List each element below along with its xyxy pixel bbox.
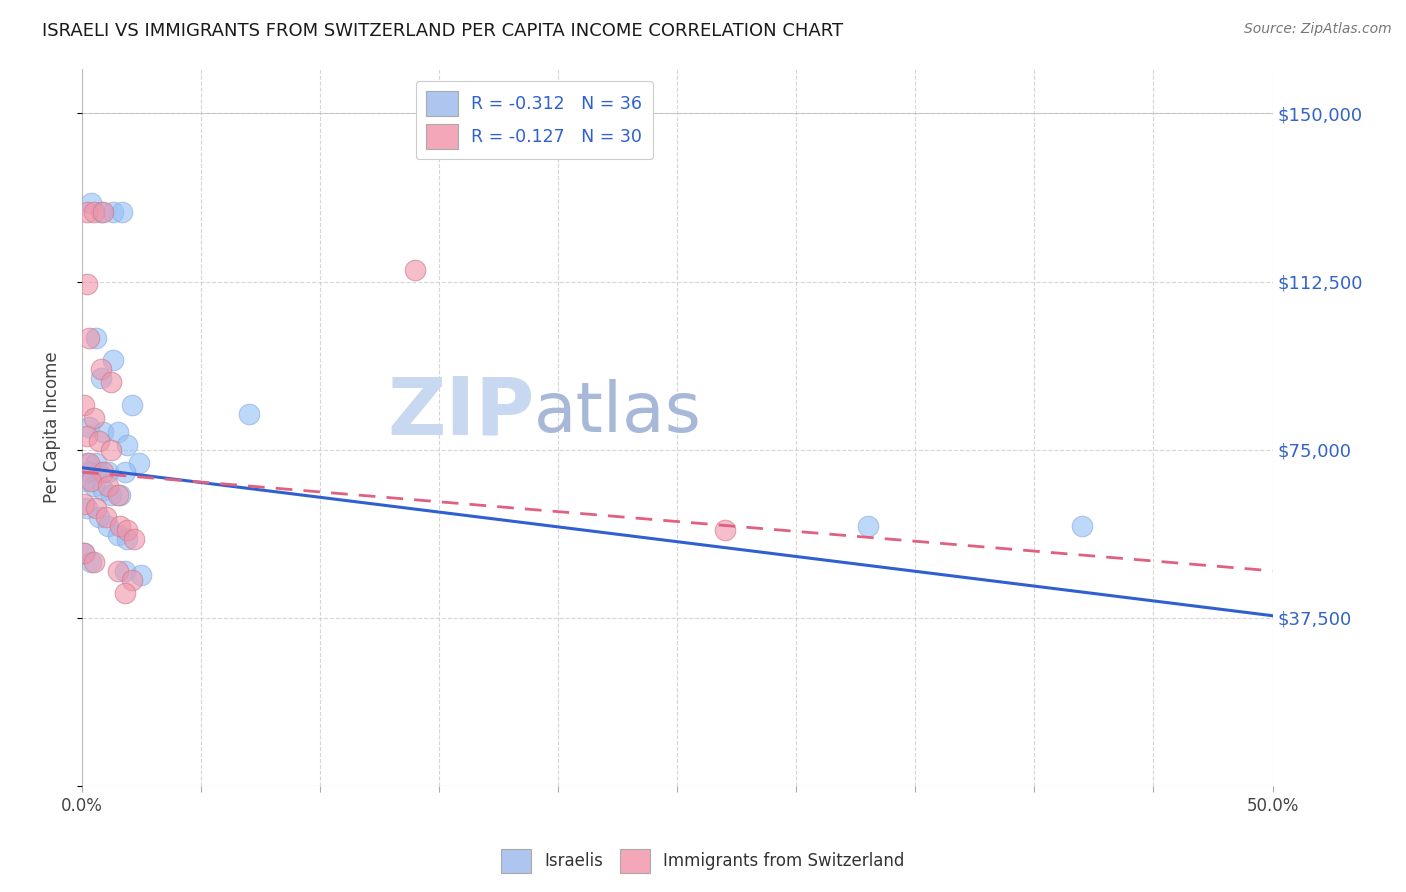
Point: [714, 524, 737, 538]
Point: [80, 196, 103, 211]
Point: [107, 528, 129, 542]
Point: [80, 474, 103, 488]
Point: [100, 376, 122, 390]
Point: [73, 497, 96, 511]
Point: [108, 519, 131, 533]
Point: [114, 564, 136, 578]
Point: [107, 564, 129, 578]
Point: [80, 555, 103, 569]
Point: [76, 429, 98, 443]
Point: [90, 362, 112, 376]
Point: [83, 478, 105, 492]
Point: [101, 353, 124, 368]
Point: [83, 411, 105, 425]
Point: [87, 510, 110, 524]
Legend: R = -0.312   N = 36, R = -0.127   N = 30: R = -0.312 N = 36, R = -0.127 N = 30: [416, 81, 652, 160]
Text: ISRAELI VS IMMIGRANTS FROM SWITZERLAND PER CAPITA INCOME CORRELATION CHART: ISRAELI VS IMMIGRANTS FROM SWITZERLAND P…: [42, 22, 844, 40]
Point: [108, 487, 131, 501]
Point: [93, 425, 115, 439]
Point: [87, 434, 110, 448]
Point: [114, 465, 136, 479]
Point: [94, 510, 117, 524]
Text: atlas: atlas: [534, 379, 702, 447]
Point: [77, 420, 100, 434]
Point: [73, 546, 96, 560]
Point: [121, 398, 143, 412]
Point: [101, 205, 124, 219]
Point: [84, 501, 107, 516]
Point: [90, 371, 112, 385]
Point: [77, 456, 100, 470]
Point: [131, 568, 153, 582]
Point: [97, 519, 120, 533]
Point: [73, 546, 96, 560]
Point: [124, 533, 146, 547]
Point: [115, 533, 138, 547]
Text: ZIP: ZIP: [387, 374, 534, 452]
Point: [77, 331, 100, 345]
Point: [84, 456, 107, 470]
Point: [93, 465, 115, 479]
Point: [100, 487, 122, 501]
Text: Source: ZipAtlas.com: Source: ZipAtlas.com: [1244, 22, 1392, 37]
Point: [83, 205, 105, 219]
Point: [90, 205, 112, 219]
Point: [107, 487, 129, 501]
Point: [76, 456, 98, 470]
Point: [76, 501, 98, 516]
Point: [404, 263, 426, 277]
Point: [84, 331, 107, 345]
Point: [856, 519, 879, 533]
Point: [93, 483, 115, 497]
Legend: Israelis, Immigrants from Switzerland: Israelis, Immigrants from Switzerland: [495, 842, 911, 880]
Point: [114, 586, 136, 600]
Point: [121, 573, 143, 587]
Point: [1071, 519, 1094, 533]
Point: [77, 465, 100, 479]
Point: [76, 277, 98, 291]
Point: [128, 456, 150, 470]
Point: [100, 442, 122, 457]
Point: [238, 407, 260, 421]
Point: [73, 398, 96, 412]
Point: [76, 205, 98, 219]
Point: [107, 425, 129, 439]
Point: [115, 524, 138, 538]
Point: [93, 205, 115, 219]
Y-axis label: Per Capita Income: Per Capita Income: [44, 351, 60, 503]
Point: [73, 474, 96, 488]
Point: [87, 465, 110, 479]
Point: [83, 555, 105, 569]
Point: [115, 438, 138, 452]
Point: [97, 478, 120, 492]
Point: [111, 205, 134, 219]
Point: [97, 465, 120, 479]
